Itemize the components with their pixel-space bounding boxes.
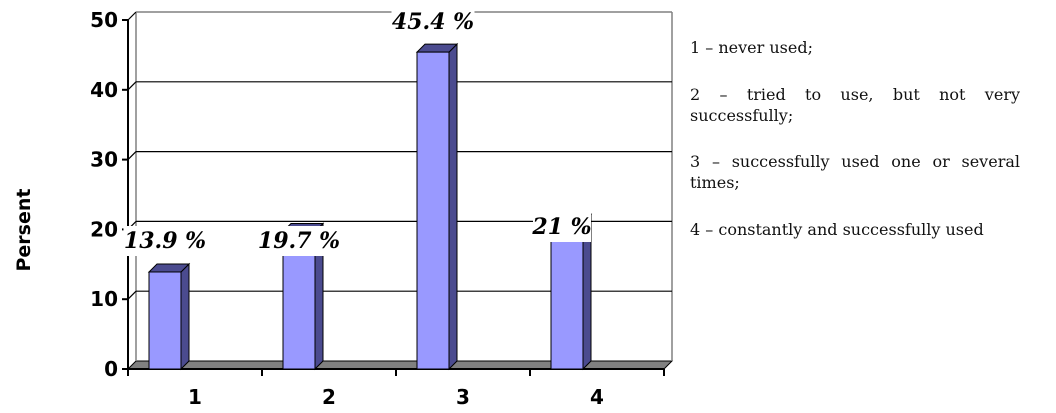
gridline-diag: [127, 81, 137, 91]
bars: [147, 42, 593, 371]
gridline-diag: [127, 151, 137, 161]
bar-1: [147, 262, 191, 371]
legend-item-2: 2 – tried to use, but not very successfu…: [690, 84, 1020, 125]
data-label-1: 13.9 %: [124, 228, 206, 254]
legend-item-3: 3 – successfully used one or several tim…: [690, 152, 1020, 193]
data-label-2: 19.7 %: [258, 228, 340, 254]
y-tick-label: 10: [90, 287, 118, 311]
gridline-diag: [127, 11, 137, 21]
bar-front: [550, 221, 584, 370]
x-tick-label: 2: [322, 385, 336, 409]
data-label-bg: [533, 212, 591, 242]
gridline-diag: [127, 290, 137, 300]
data-label-bg: [257, 226, 341, 256]
y-axis-label: Persent: [13, 189, 35, 272]
axes: 0 10 20 30 40 50 1 2 3 4: [90, 8, 665, 409]
data-label-bg: [123, 226, 207, 256]
bar-front: [416, 51, 450, 370]
data-label-3: 45.4 %: [392, 9, 474, 35]
x-tick-label: 3: [456, 385, 470, 409]
legend: 1 – never used; 2 – tried to use, but no…: [690, 38, 1020, 267]
data-label-bg: [391, 7, 475, 37]
bar-side: [180, 262, 190, 371]
data-labels: 13.9 % 19.7 % 45.4 % 21 %: [123, 7, 592, 256]
y-tick-label: 50: [90, 8, 118, 32]
bar-3: [415, 42, 459, 371]
legend-item-1: 1 – never used;: [690, 38, 813, 57]
y-tick-label: 30: [90, 148, 118, 172]
data-label-4: 21 %: [531, 214, 591, 240]
y-tick-label: 20: [90, 217, 118, 241]
legend-item-4: 4 – constantly and successfully used: [690, 219, 984, 239]
y-tick-label: 0: [104, 357, 118, 381]
bar-chart: 0 10 20 30 40 50 1 2 3 4 13.9 % 19.7 % 45.4 % 21 % P…: [13, 7, 674, 409]
bar-side: [448, 42, 458, 371]
bar-front: [148, 271, 182, 370]
x-tick-label: 1: [188, 385, 202, 409]
y-tick-label: 40: [90, 78, 118, 102]
x-tick-label: 4: [590, 385, 604, 409]
